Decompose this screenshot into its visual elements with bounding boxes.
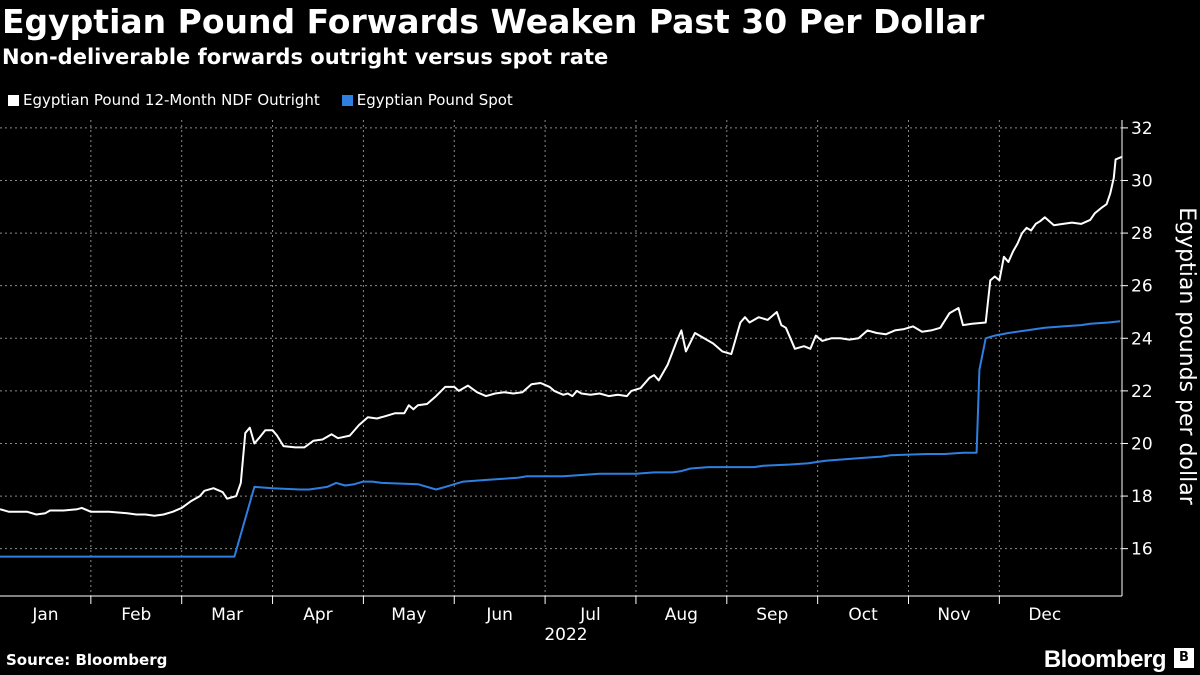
x-tick-label-sep: Sep [756,605,788,625]
x-tick-label-apr: Apr [303,605,332,625]
grid-lines [0,120,1122,596]
legend-swatch-spot [341,94,353,106]
x-tick-label-jul: Jul [579,605,601,625]
x-tick-label-jan: Jan [31,605,58,625]
x-tick-label-oct: Oct [848,605,878,625]
x-tick-label-feb: Feb [121,605,151,625]
x-tick-label-mar: Mar [211,605,243,625]
series-line-spot [0,320,1121,558]
chart-title: Egyptian Pound Forwards Weaken Past 30 P… [2,2,985,41]
x-tick-label-jun: Jun [485,605,513,625]
x-axis-year-label: 2022 [544,625,587,645]
x-tick-label-dec: Dec [1028,605,1061,625]
y-tick-label-22: 22 [1131,382,1153,402]
y-tick-label-32: 32 [1131,119,1153,139]
bloomberg-terminal-icon: B [1174,648,1194,668]
y-axis-title: Egyptian pounds per dollar [1174,207,1199,505]
bloomberg-logo: Bloomberg [1043,646,1167,673]
y-tick-label-24: 24 [1131,329,1153,349]
legend-label-ndf: Egyptian Pound 12-Month NDF Outright [23,91,320,109]
chart-subtitle: Non-deliverable forwards outright versus… [2,45,609,69]
x-tick-label-nov: Nov [937,605,970,625]
legend-item-ndf: Egyptian Pound 12-Month NDF Outright [8,91,320,109]
y-tick-label-26: 26 [1131,277,1153,297]
y-tick-label-30: 30 [1131,171,1153,191]
source-note: Source: Bloomberg [6,651,168,669]
y-tick-label-16: 16 [1131,540,1153,560]
tick-labels: 16 18 20 22 24 26 28 30 32 Jan Feb Mar Apr May Jun Jul A… [31,119,1152,625]
y-tick-label-28: 28 [1131,224,1153,244]
legend: Egyptian Pound 12-Month NDF Outright Egy… [8,91,513,109]
legend-item-spot: Egyptian Pound Spot [341,91,513,109]
axes [0,120,1128,604]
x-tick-label-aug: Aug [665,605,698,625]
series-line-ndf-outright [0,155,1123,517]
y-tick-label-18: 18 [1131,487,1153,507]
x-tick-label-may: May [391,605,426,625]
y-tick-label-20: 20 [1131,434,1153,454]
legend-swatch-ndf [8,94,19,106]
legend-label-spot: Egyptian Pound Spot [356,91,513,109]
series-lines [0,155,1123,558]
